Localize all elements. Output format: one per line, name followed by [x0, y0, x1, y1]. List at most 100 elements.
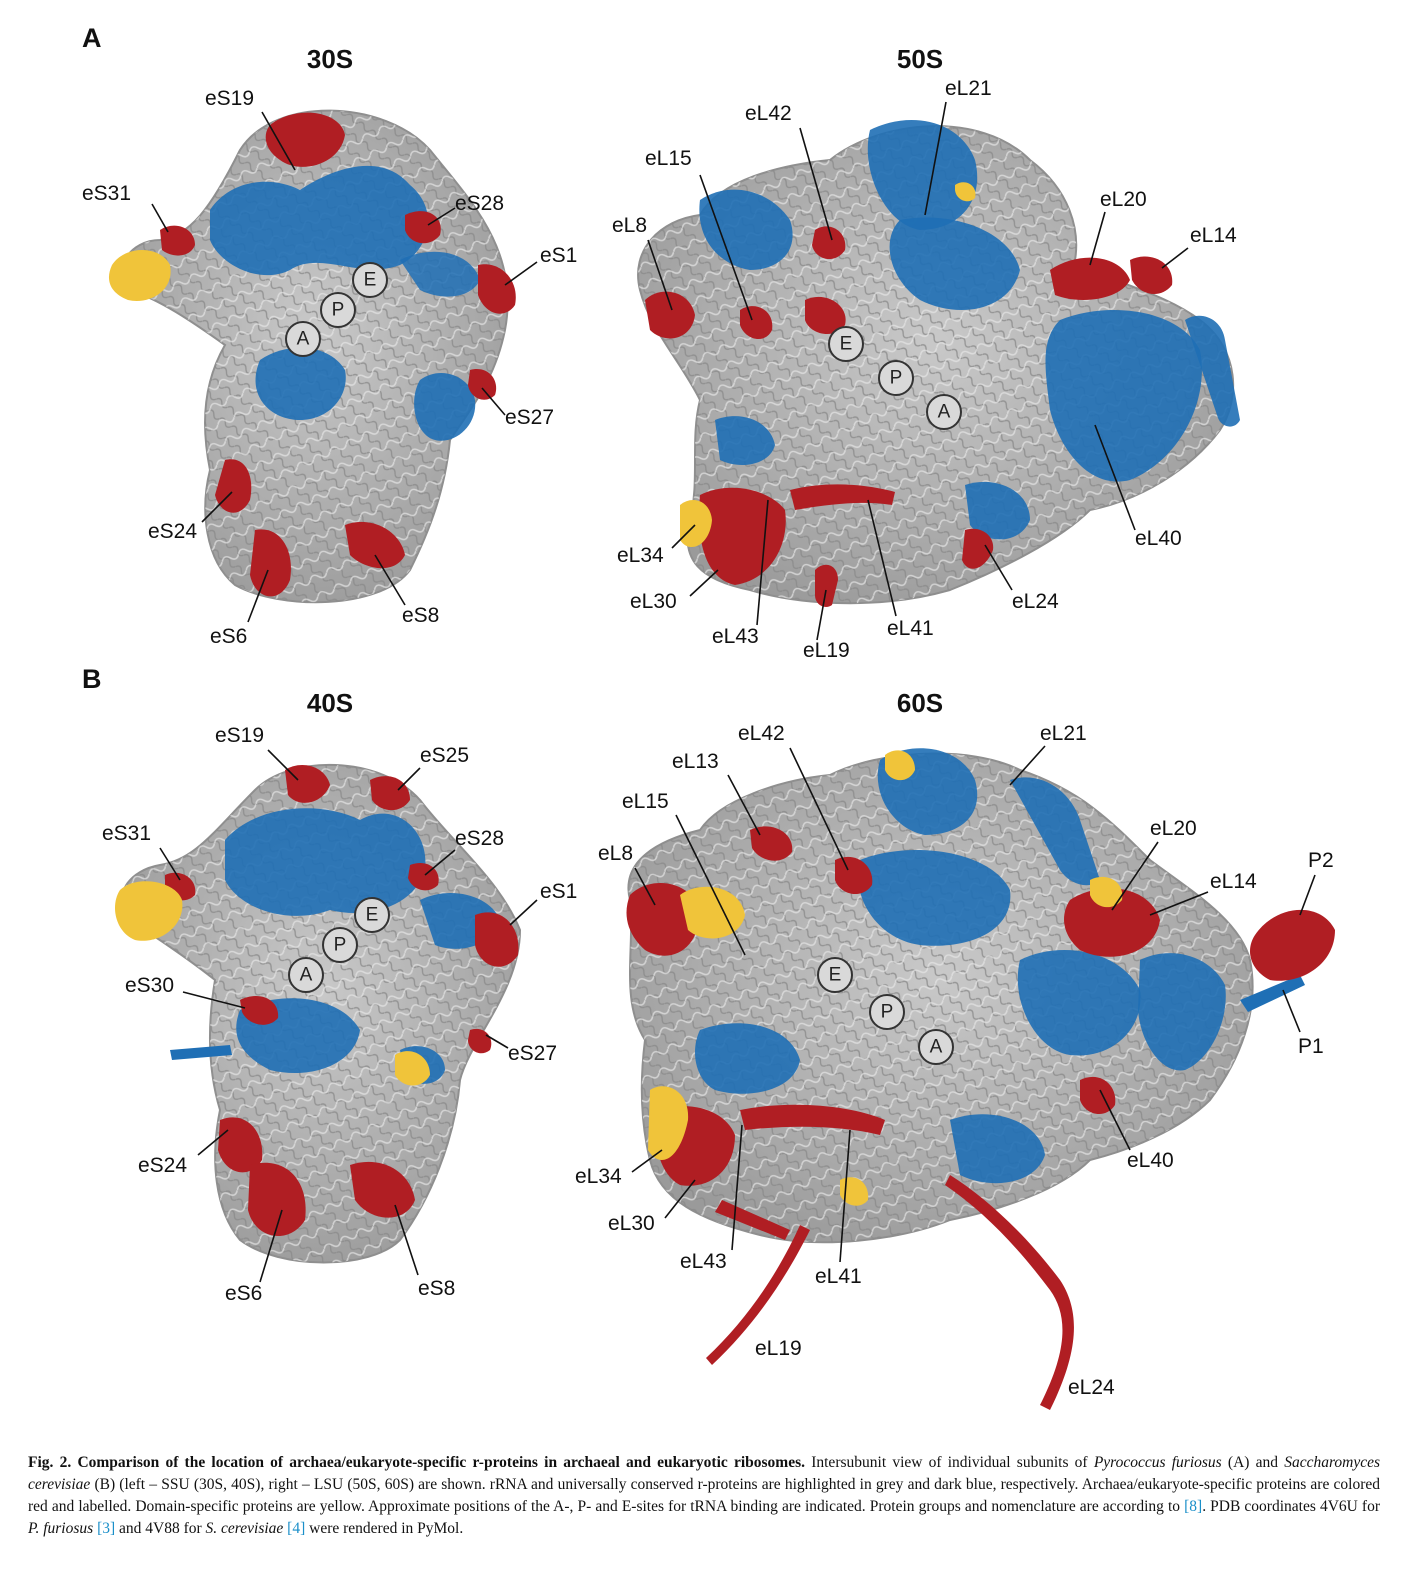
panel-a-50s-title: 50S: [897, 44, 943, 74]
label-40s-es25: eS25: [420, 744, 469, 767]
label-60s-el34: eL34: [575, 1165, 622, 1188]
label-60s-el24: eL24: [1068, 1376, 1115, 1399]
label-50s-el15: eL15: [645, 147, 692, 170]
label-60s-el15: eL15: [622, 790, 669, 813]
label-40s-es19: eS19: [215, 724, 264, 747]
label-60s-el40: eL40: [1127, 1149, 1174, 1172]
p-site-letter: P: [332, 300, 345, 321]
label-50s-el43: eL43: [712, 625, 759, 648]
reference-link-4[interactable]: [4]: [287, 1520, 306, 1537]
label-40s-es6: eS6: [225, 1282, 262, 1305]
label-30s-es28: eS28: [455, 192, 504, 215]
p-site-letter: P: [334, 935, 347, 956]
label-40s-es8: eS8: [418, 1277, 455, 1300]
caption-text-2: (A) and: [1227, 1454, 1278, 1471]
caption-text-4: . PDB coordinates 4V6U for: [1202, 1498, 1380, 1515]
label-40s-es1: eS1: [540, 880, 577, 903]
a-site-marker: [285, 321, 321, 357]
50s-protein-labels: eL21 eL42 eL15 eL8 eL20 eL14 eL40 eL34 e…: [612, 77, 1237, 662]
caption-text-5: and 4V88 for: [119, 1520, 202, 1537]
caption-text-6: were rendered in PyMol.: [309, 1520, 464, 1537]
caption-text-3: (B) (left – SSU (30S, 40S), right – LSU …: [28, 1476, 1380, 1515]
p-site-marker: [869, 994, 905, 1030]
label-40s-es28: eS28: [455, 827, 504, 850]
label-50s-el21: eL21: [945, 77, 992, 100]
ribosome-40s-structure: [115, 763, 522, 1264]
label-40s-es27: eS27: [508, 1042, 557, 1065]
label-30s-es27: eS27: [505, 406, 554, 429]
label-60s-p1: P1: [1298, 1035, 1324, 1058]
label-30s-es24: eS24: [148, 520, 197, 543]
label-60s-el8: eL8: [598, 842, 633, 865]
label-50s-el24: eL24: [1012, 590, 1059, 613]
panel-a-30s-title: 30S: [307, 44, 353, 74]
reference-link-8[interactable]: [8]: [1184, 1498, 1203, 1515]
e-site-marker: [817, 957, 853, 993]
p-site-letter: P: [881, 1002, 894, 1023]
e-site-marker: [354, 897, 390, 933]
label-50s-el20: eL20: [1100, 188, 1147, 211]
panel-b-60s-title: 60S: [897, 688, 943, 718]
label-50s-el42: eL42: [745, 102, 792, 125]
label-30s-es8: eS8: [402, 604, 439, 627]
e-site-letter: E: [829, 965, 842, 986]
caption-species-3: P. furiosus: [28, 1520, 94, 1537]
a-site-marker: [926, 394, 962, 430]
panel-b-40s-title: 40S: [307, 688, 353, 718]
figure-2: A 30S 50S A P E eS19 eS31: [82, 23, 1335, 1410]
panel-a-letter: A: [82, 23, 102, 53]
a-site-marker: [288, 957, 324, 993]
e-site-letter: E: [366, 905, 379, 926]
p-site-marker: [320, 292, 356, 328]
caption-text-1: Intersubunit view of individual subunits…: [811, 1454, 1088, 1471]
caption-fig-label: Fig. 2.: [28, 1454, 72, 1471]
ribosome-30s-structure: [108, 109, 516, 604]
label-60s-el21: eL21: [1040, 722, 1087, 745]
label-50s-el19: eL19: [803, 639, 850, 662]
30s-protein-labels: eS19 eS31 eS28 eS1 eS27 eS24 eS6 eS8: [82, 87, 577, 648]
label-30s-es1: eS1: [540, 244, 577, 267]
p-site-marker: [878, 360, 914, 396]
label-60s-el14: eL14: [1210, 870, 1257, 893]
caption-species-2: Saccharomyces cerevisiae: [28, 1454, 1381, 1493]
a-site-letter: A: [300, 965, 313, 986]
30s-trna-sites: A P E: [285, 262, 388, 357]
label-50s-el34: eL34: [617, 544, 664, 567]
p-site-marker: [322, 927, 358, 963]
ribosome-50s-structure: [637, 120, 1240, 607]
e-site-letter: E: [364, 270, 377, 291]
label-50s-el30: eL30: [630, 590, 677, 613]
e-site-marker: [828, 326, 864, 362]
caption-species-4: S. cerevisiae: [205, 1520, 284, 1537]
a-site-letter: A: [297, 329, 310, 350]
e-site-marker: [352, 262, 388, 298]
60s-protein-labels: eL42 eL21 eL13 eL15 eL8 eL20 eL14 P2 P1 …: [575, 722, 1334, 1399]
label-30s-es6: eS6: [210, 625, 247, 648]
label-60s-el42: eL42: [738, 722, 785, 745]
label-30s-es19: eS19: [205, 87, 254, 110]
40s-protein-labels: eS19 eS25 eS31 eS28 eS1 eS30 eS27 eS24 e…: [102, 724, 577, 1305]
label-60s-el19: eL19: [755, 1337, 802, 1360]
label-50s-el40: eL40: [1135, 527, 1182, 550]
a-site-marker: [918, 1029, 954, 1065]
a-site-letter: A: [938, 402, 951, 423]
label-60s-el30: eL30: [608, 1212, 655, 1235]
label-50s-el14: eL14: [1190, 224, 1237, 247]
label-60s-el43: eL43: [680, 1250, 727, 1273]
panel-b-letter: B: [82, 664, 102, 694]
50s-trna-sites: E P A: [828, 326, 962, 430]
a-site-letter: A: [930, 1037, 943, 1058]
60s-trna-sites: E P A: [817, 957, 954, 1065]
label-60s-el41: eL41: [815, 1265, 862, 1288]
label-40s-es30: eS30: [125, 974, 174, 997]
figure-caption: Fig. 2. Comparison of the location of ar…: [28, 1452, 1380, 1540]
label-60s-el20: eL20: [1150, 817, 1197, 840]
label-60s-el13: eL13: [672, 750, 719, 773]
ribosome-60s-structure: [626, 748, 1335, 1410]
p-site-letter: P: [890, 368, 903, 389]
label-60s-p2: P2: [1308, 849, 1334, 872]
reference-link-3[interactable]: [3]: [97, 1520, 116, 1537]
label-40s-es24: eS24: [138, 1154, 187, 1177]
caption-title: Comparison of the location of archaea/eu…: [77, 1454, 806, 1471]
label-40s-es31: eS31: [102, 822, 151, 845]
